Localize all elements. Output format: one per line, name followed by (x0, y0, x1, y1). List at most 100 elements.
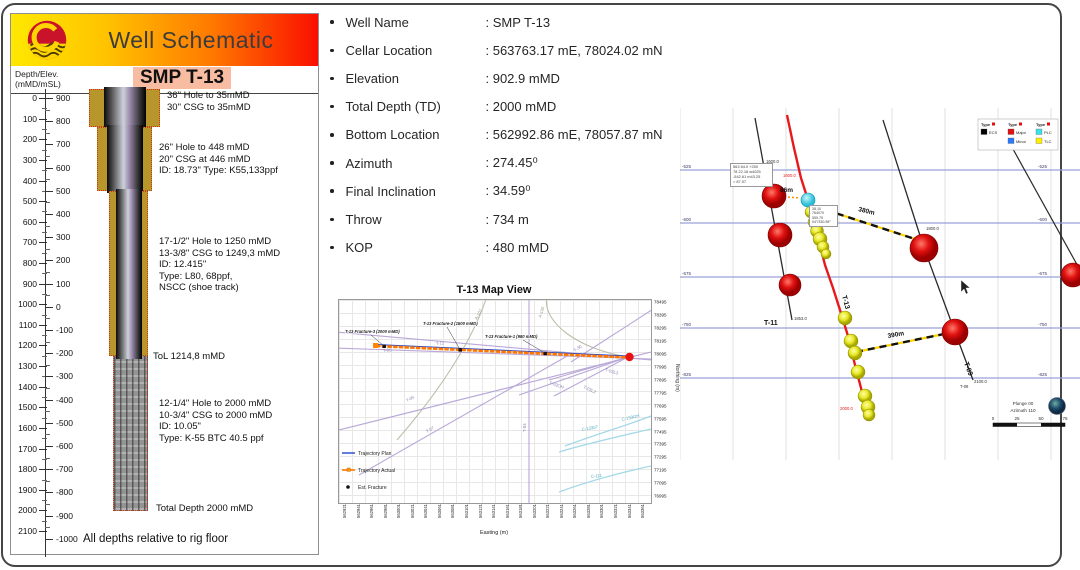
elev-tick (45, 283, 53, 285)
elev-label-right-4: -825 (1038, 372, 1048, 377)
xs-legend-swatch-ecs (980, 128, 988, 135)
elev-tick-label: -1000 (56, 533, 78, 544)
elev-minor-tick (45, 318, 50, 320)
company-logo-icon (27, 20, 67, 60)
channel-c111 (558, 465, 651, 493)
depth-tick-label: 500 (22, 196, 37, 207)
depth-minor-tick (42, 190, 47, 192)
trace-t03l3 (548, 356, 629, 381)
elev-tick (45, 306, 53, 308)
depth-tick (39, 531, 47, 532)
trajectory-actual-line (375, 344, 630, 359)
easting-tick-label: 563301 (599, 504, 605, 518)
t11-end-depth: 1853.0 (794, 316, 807, 321)
elev-tick (45, 422, 53, 424)
easting-tick-label: 562981 (382, 504, 388, 518)
scale-75: 75 (1062, 416, 1068, 421)
major-fault-blobs (761, 183, 1080, 346)
leader-line (370, 334, 385, 347)
xs-legend-header-1: Type (981, 122, 991, 127)
xs-legend-swatch-major (1007, 128, 1015, 135)
contour-a105 (545, 300, 630, 358)
tlc-balls (804, 205, 876, 422)
wellhead-marker (373, 343, 378, 348)
xs-legend-label-plc: PLC (1044, 130, 1052, 135)
trace-label-t04: T-04 (522, 423, 527, 432)
depth-tick-label: 300 (22, 154, 37, 165)
info-label: Bottom Location (345, 127, 440, 143)
trace-label-t03l2: T-03L2 (583, 384, 598, 394)
cross-section: -525 -600 -675 -750 -825 -525 -600 -675 … (680, 108, 1080, 470)
elev-tick (45, 167, 53, 169)
depth-tick-label: 900 (22, 278, 37, 289)
info-row: Total Depth (TD): 2000 mMD (322, 93, 686, 121)
xs-legend: Type Type Type ECS Major Minor PLC TLC (977, 118, 1059, 151)
legend-actual-marker (346, 467, 351, 472)
depth-tick (39, 283, 47, 285)
depth-axis-header: Depth/Elev. (mMD/mSL) (15, 69, 61, 90)
depth-minor-tick (42, 314, 47, 316)
northing-tick-label: 77495 (654, 429, 667, 434)
scale-50: 50 (1038, 416, 1044, 421)
elev-tick-label: -200 (56, 348, 74, 359)
depth-minor-tick (42, 273, 47, 275)
bullet-icon (330, 48, 334, 53)
fracture1-marker (543, 351, 547, 356)
northing-tick-label: 78495 (654, 299, 667, 305)
depth-tick-label: 1000 (18, 299, 37, 310)
scale-bar-seg (1041, 423, 1065, 427)
fracture2-label: T-13 Fracture-2 (1500 mMD) (423, 321, 478, 326)
elev-tick (45, 515, 53, 517)
easting-tick-label: 563321 (613, 504, 618, 518)
elev-minor-tick (45, 248, 50, 250)
info-label: Cellar Location (345, 42, 433, 58)
easting-tick-label: 563041 (423, 504, 429, 518)
northing-tick-label: 78095 (654, 351, 667, 357)
elev-tick-label: 0 (56, 301, 61, 312)
azimuth-label: Azimuth 110 (1010, 408, 1036, 413)
info-label: Total Depth (TD) (345, 99, 441, 115)
northing-tick-label: 77395 (654, 441, 667, 447)
northing-tick-label: 77595 (654, 416, 667, 421)
annotation-total-depth: Total Depth 2000 mMD (156, 503, 254, 514)
elev-tick (45, 399, 53, 401)
legend-fracture-label: Est. Fracture (358, 485, 387, 491)
elev-tick (45, 98, 53, 99)
depth-minor-tick (42, 170, 47, 172)
depth-tick (39, 510, 47, 512)
depth-tick (39, 304, 47, 306)
annotation-surface: 26" Hole to 448 mMD 20" CSG at 446 mMD I… (159, 142, 278, 177)
xs-legend-swatch-minor (1007, 137, 1015, 144)
easting-tick-label: 563201 (531, 504, 537, 518)
depth-tick-label: 1500 (18, 402, 37, 413)
plunge-label: Plunge 00 (1013, 401, 1034, 406)
info-row: Throw: 734 m (322, 205, 686, 233)
depth-minor-tick (42, 335, 47, 337)
elev-minor-tick (45, 272, 50, 273)
northing-tick-label: 77995 (654, 364, 667, 370)
xs-legend-label-ecs: ECS (989, 130, 998, 135)
panel-title: Well Schematic (108, 26, 274, 53)
elev-minor-tick (45, 411, 50, 413)
channel-c133oh (564, 415, 651, 447)
xs-legend-swatch-plc (1035, 128, 1043, 135)
northing-tick-label: 78195 (654, 338, 667, 344)
mv-north-labels: 78495 78395 78295 78195 78095 77995 77895 77795… (654, 299, 688, 502)
depth-tick-label: 2100 (18, 526, 37, 536)
legend-fracture-swatch (346, 485, 350, 489)
slotted-liner (113, 349, 148, 511)
elev-label-left-1: -600 (682, 217, 692, 222)
depth-tick-label: 1900 (18, 484, 37, 495)
elev-tick-label: 600 (56, 162, 71, 173)
depth-tick-label: 400 (22, 175, 37, 186)
trace-label-t03oh: T-03OH (549, 380, 565, 390)
distance-390m: 390m (887, 330, 905, 340)
elev-tick-label: 100 (56, 278, 71, 289)
elev-minor-tick (45, 295, 50, 297)
elev-tick (45, 121, 53, 123)
depth-tick (39, 407, 47, 409)
well-schematic-panel: Well Schematic Depth/Elev. (mMD/mSL) SMP… (10, 13, 319, 557)
well-name-badge: SMP T-13 (133, 67, 232, 89)
depth-minor-tick (42, 108, 47, 110)
elev-minor-tick (45, 364, 50, 366)
